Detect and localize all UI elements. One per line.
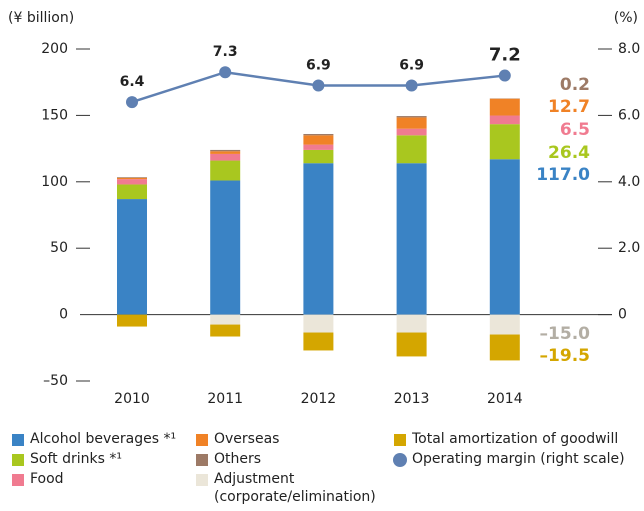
bar-segment [117,315,147,327]
bar-segment [210,325,240,337]
y-tick-label: 200 [41,41,68,57]
x-tick-label: 2011 [207,391,243,407]
y2-tick-label: 0 [618,307,627,323]
legend-swatch [196,434,208,446]
bar-segment [117,184,147,199]
bar-segment [397,163,427,314]
legend-swatch [12,474,24,486]
bar-segment [117,199,147,315]
bar-segment [490,335,520,361]
data-label: 117.0 [536,165,590,185]
bar-segment [303,135,333,144]
bar-segment [303,145,333,150]
legend-label: Operating margin (right scale) [412,450,644,468]
data-label: 6.5 [560,120,590,140]
bar-segment [210,180,240,314]
bar-segment [117,177,147,178]
bar-segment [397,129,427,136]
y2-tick-label: 6.0 [618,107,640,123]
line-marker [499,70,511,82]
y2-tick-label: 8.0 [618,41,640,57]
bar-segment [303,163,333,314]
data-label: –15.0 [540,324,591,344]
legend-swatch [12,454,24,466]
y-tick-label: 150 [41,107,68,123]
legend-entry: Operating margin (right scale) [412,450,644,494]
bar-segment [210,150,240,151]
y-tick-label: –50 [43,373,68,389]
data-label: 0.2 [560,75,590,95]
y2-tick-label: 2.0 [618,240,640,256]
y-tick-label: 50 [50,240,68,256]
x-tick-label: 2012 [301,391,337,407]
x-tick-label: 2013 [394,391,430,407]
bar-segment [210,315,240,325]
line-marker [126,96,138,108]
line-label: 6.9 [306,58,331,74]
bar-segment [397,135,427,163]
y2-tick-label: 4.0 [618,174,640,190]
data-label: 26.4 [548,143,590,163]
legend-swatch [12,434,24,446]
legend-swatch [196,454,208,466]
data-label: –19.5 [540,346,590,366]
bar-segment [490,159,520,314]
legend-label: Others [214,450,379,468]
line-label: 6.4 [120,74,145,90]
bar-segment [397,117,427,128]
legend-label: Total amortization of goodwill [412,430,644,448]
legend-marker [393,453,407,467]
line-label: 7.2 [489,45,521,66]
y2-axis-label: (%) [614,10,638,26]
x-tick-label: 2010 [114,391,150,407]
bar-segment [303,150,333,163]
line-marker [312,80,324,92]
line-label: 6.9 [399,58,424,74]
bar-segment [397,315,427,333]
bar-segment [490,124,520,159]
bar-segment [210,161,240,181]
legend-swatch [196,474,208,486]
legend-entry: Adjustment (corporate/elimination) [214,470,389,507]
legend-label: Adjustment (corporate/elimination) [214,470,379,506]
y-tick-label: 100 [41,174,68,190]
bar-segment [397,116,427,117]
bar-segment [490,116,520,125]
legend-label: Overseas [214,430,379,448]
bar-segment [303,315,333,333]
bar-segment [490,99,520,116]
bar-segment [303,333,333,351]
x-tick-label: 2014 [487,391,523,407]
bar-segment [303,134,333,135]
y-tick-label: 0 [59,307,68,323]
bar-segment [117,179,147,184]
line-marker [219,66,231,78]
line-marker [406,80,418,92]
y-axis-label: (¥ billion) [8,10,74,26]
data-label: 12.7 [548,97,590,117]
legend-swatch [394,434,406,446]
line-label: 7.3 [213,44,238,60]
bar-segment [397,333,427,357]
bar-segment [117,178,147,179]
bar-segment [210,154,240,161]
bar-segment [490,315,520,335]
bar-segment [210,151,240,154]
